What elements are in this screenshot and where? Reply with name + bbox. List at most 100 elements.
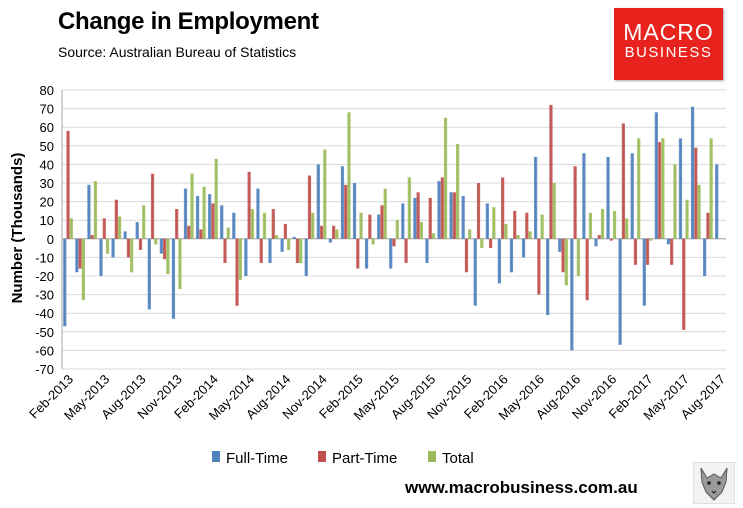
part-time-bar xyxy=(549,104,553,239)
part-time-bar xyxy=(694,147,698,239)
part-time-bar xyxy=(440,177,444,239)
total-bar xyxy=(455,143,460,239)
total-bar xyxy=(178,238,182,290)
part-time-bar xyxy=(706,212,710,239)
part-time-bar xyxy=(295,238,300,263)
legend-label: Total xyxy=(442,450,474,467)
part-time-bar xyxy=(657,142,662,239)
total-bar xyxy=(299,238,303,263)
legend-label: Full-Time xyxy=(226,450,288,467)
macrobusiness-logo: MACRO BUSINESS xyxy=(614,8,723,80)
logo-line-2: BUSINESS xyxy=(624,44,713,61)
total-bar xyxy=(685,199,689,239)
part-time-bar xyxy=(633,238,638,265)
part-time-bar xyxy=(537,238,541,295)
part-time-bar xyxy=(271,209,275,239)
total-bar xyxy=(274,235,279,239)
full-time-bar xyxy=(521,238,526,258)
total-bar xyxy=(468,229,472,239)
full-time-bar xyxy=(123,231,127,239)
y-tick-label: -20 xyxy=(35,269,54,284)
total-bar xyxy=(190,173,194,239)
total-bar xyxy=(226,227,230,239)
part-time-bar xyxy=(645,238,650,265)
part-time-bar xyxy=(138,238,143,250)
full-time-bar xyxy=(630,153,634,239)
total-bar xyxy=(552,183,556,239)
total-bar xyxy=(612,210,617,239)
full-time-bar xyxy=(280,238,284,252)
y-tick-label: -70 xyxy=(35,362,54,377)
total-bar xyxy=(105,238,110,254)
part-time-bar xyxy=(319,225,324,239)
full-time-bar xyxy=(473,238,477,306)
total-bar xyxy=(504,223,508,239)
total-bar xyxy=(250,209,255,239)
total-bar xyxy=(286,238,291,250)
total-bar xyxy=(130,238,134,273)
full-time-bar xyxy=(111,238,115,258)
total-bar xyxy=(117,216,122,239)
chart-legend: Full-Time Part-Time Total xyxy=(212,450,474,467)
part-time-bar xyxy=(175,209,179,239)
x-axis-tick-labels: Feb-2013May-2013Aug-2013Nov-2013Feb-2014… xyxy=(26,372,728,423)
part-time-bar xyxy=(621,123,626,239)
total-bar xyxy=(395,220,399,239)
y-tick-label: -30 xyxy=(35,288,54,303)
y-tick-label: 20 xyxy=(40,195,54,210)
full-time-bar xyxy=(304,238,308,276)
full-time-bar xyxy=(232,212,236,239)
part-time-bar xyxy=(78,238,82,269)
full-time-bar xyxy=(558,238,562,252)
full-time-bar xyxy=(690,106,695,239)
part-time-bar xyxy=(380,205,384,239)
total-bar xyxy=(69,218,73,239)
total-bar xyxy=(262,212,267,239)
total-bar xyxy=(323,149,327,239)
full-time-bar xyxy=(268,238,272,263)
full-time-bar xyxy=(220,205,224,239)
total-bar xyxy=(528,231,532,239)
part-time-bar xyxy=(561,238,565,273)
full-time-bar xyxy=(606,156,610,239)
part-time-bar xyxy=(199,229,203,239)
full-time-bar xyxy=(147,238,151,310)
y-tick-label: 30 xyxy=(40,176,54,191)
full-time-bar xyxy=(159,238,163,254)
total-bar xyxy=(335,229,339,239)
part-time-bar xyxy=(585,238,589,301)
full-time-bar xyxy=(328,238,333,243)
full-time-bar xyxy=(364,238,369,269)
total-bar xyxy=(202,186,206,239)
total-bar xyxy=(709,138,713,239)
full-time-bar xyxy=(99,238,103,276)
legend-label: Part-Time xyxy=(332,450,397,467)
full-time-bar xyxy=(256,188,260,239)
y-tick-label: 60 xyxy=(40,120,54,135)
total-bar xyxy=(142,205,146,239)
part-time-bar xyxy=(501,177,505,239)
full-time-bar xyxy=(570,238,574,351)
part-time-bar xyxy=(211,203,215,239)
total-bar xyxy=(419,222,424,239)
part-time-bar xyxy=(452,192,456,239)
y-tick-label: 10 xyxy=(40,213,54,228)
y-tick-label: -60 xyxy=(35,343,54,358)
legend-swatch xyxy=(212,451,220,462)
y-tick-label: 40 xyxy=(40,157,54,172)
y-tick-label: 0 xyxy=(47,232,54,247)
y-axis-tick-labels: 80 70 60 50 40 30 20 10 0 -10 -20 -30 -40 -50 -60 -70 xyxy=(35,83,54,377)
full-time-bar xyxy=(135,222,139,239)
part-time-bar xyxy=(344,184,348,239)
total-bar xyxy=(673,164,677,239)
part-time-bar xyxy=(525,212,529,239)
total-bar xyxy=(154,238,158,245)
full-time-bar xyxy=(401,203,405,239)
logo-line-1: MACRO xyxy=(623,19,714,45)
part-time-bar xyxy=(187,225,191,239)
full-time-bar xyxy=(316,164,320,239)
part-time-bar xyxy=(428,197,432,239)
total-bar xyxy=(383,188,387,239)
total-bar xyxy=(625,218,629,239)
